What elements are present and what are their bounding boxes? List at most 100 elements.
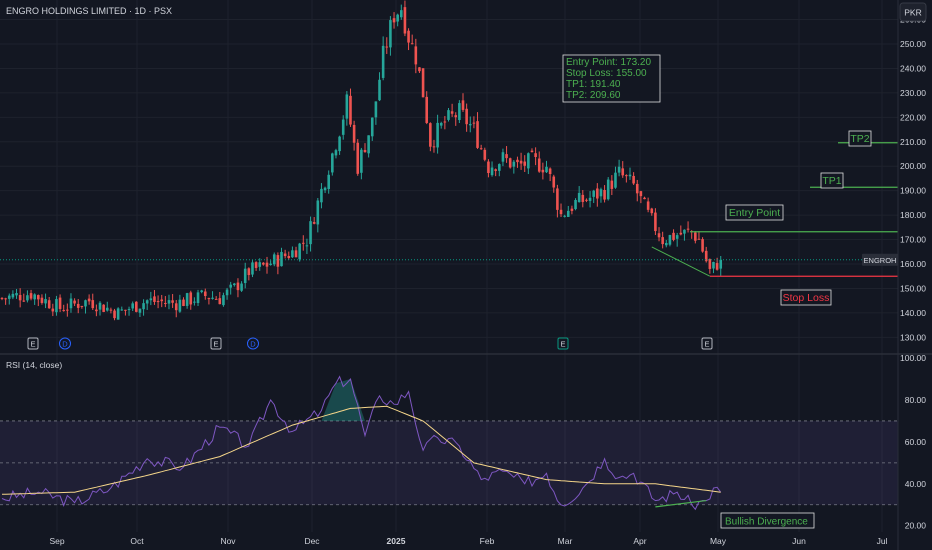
candle-body [534, 153, 537, 157]
candle-body [606, 179, 610, 200]
candle-body [4, 298, 7, 300]
candle-body [124, 309, 127, 311]
candle-body [352, 124, 356, 143]
candle-body [483, 149, 487, 160]
candle-body [240, 283, 243, 291]
candle-body [301, 242, 305, 244]
level-note-box [780, 289, 832, 306]
candle-body [370, 117, 374, 137]
candle-body [494, 169, 497, 171]
candle-body [44, 299, 47, 304]
candle-body [156, 301, 160, 303]
x-tick-label: Jul [877, 536, 888, 546]
candle-body [341, 119, 345, 135]
rsi-tick-label: 20.00 [905, 521, 927, 531]
candle-body [102, 304, 105, 312]
price-divergence-line [651, 246, 711, 277]
info-tp2: TP2: 209.60 [566, 90, 621, 101]
candle-body [105, 307, 109, 311]
candle-body [312, 222, 316, 224]
x-tick-label: Sep [49, 536, 64, 546]
rsi-band [0, 420, 898, 506]
event-marker-label: E [30, 340, 35, 349]
price-tick-label: 220.00 [900, 112, 926, 122]
level-note-label: TP2 [850, 133, 869, 145]
candle-body [421, 68, 425, 98]
candle-body [316, 200, 320, 225]
candle-body [222, 295, 225, 306]
candle-body [628, 174, 632, 177]
candle-body [251, 262, 254, 275]
candle-body [403, 7, 407, 34]
earnings-marker [557, 337, 569, 350]
rsi-tick-label: 40.00 [905, 479, 927, 489]
candle-body [243, 268, 247, 284]
dividend-marker [59, 337, 71, 350]
candle-body [153, 296, 156, 302]
candle-body [436, 122, 439, 148]
candle-body [229, 284, 232, 288]
candle-body [570, 208, 574, 211]
candle-body [280, 251, 283, 267]
candle-body [80, 305, 84, 307]
candle-body [331, 153, 334, 173]
rsi-divergence-line [655, 499, 707, 508]
candle-body [320, 188, 323, 203]
candle-body [29, 293, 33, 299]
candle-body [200, 290, 203, 293]
candle-body [283, 253, 287, 257]
level-note-box [848, 130, 872, 147]
candle-body [374, 101, 378, 118]
info-box: Entry Point: 173.20 Stop Loss: 155.00 TP… [562, 54, 661, 103]
event-marker-label: D [250, 340, 256, 349]
candle-body [625, 175, 628, 177]
candle-body [18, 294, 22, 301]
price-tick-label: 210.00 [900, 137, 926, 147]
rsi-tick-label: 60.00 [905, 437, 927, 447]
candle-body [592, 190, 595, 197]
x-tick-label: Feb [480, 536, 495, 546]
candle-body [443, 121, 447, 123]
candle-body [556, 188, 559, 210]
price-tick-label: 200.00 [900, 161, 926, 171]
price-tick-label: 150.00 [900, 283, 926, 293]
rsi-band-fill [0, 420, 898, 505]
x-tick-label: Dec [304, 536, 320, 546]
candle-body [7, 295, 11, 299]
info-stop: Stop Loss: 155.00 [566, 68, 647, 79]
candle-body [581, 194, 585, 202]
candle-body [701, 239, 704, 252]
price-tick-label: 160.00 [900, 259, 926, 269]
currency-button[interactable]: PKR [899, 2, 927, 22]
candle-body [309, 221, 312, 245]
candle-body [349, 95, 352, 125]
candle-body [686, 228, 690, 230]
divergence-label: Bullish Divergence [725, 517, 808, 528]
candle-body [603, 189, 606, 200]
candle-body [505, 154, 508, 159]
candle-body [621, 168, 625, 176]
candle-body [276, 255, 280, 267]
candle-body [429, 123, 432, 147]
candle-body [479, 148, 483, 150]
x-tick-label: 2025 [387, 536, 406, 546]
event-marker-label: E [560, 340, 565, 349]
candle-body [26, 295, 29, 301]
candle-body [577, 192, 581, 203]
candle-body [84, 300, 87, 307]
candle-body [120, 309, 124, 311]
candle-body [650, 208, 654, 214]
candle-body [639, 191, 643, 197]
candle-body [338, 136, 341, 152]
candle-body [552, 176, 556, 188]
earnings-marker [210, 337, 222, 350]
candle-body [683, 229, 686, 234]
chart-grid [0, 0, 898, 532]
candle-body [566, 210, 570, 217]
candle-body [76, 303, 80, 308]
candle-body [127, 309, 131, 311]
candle-body [218, 298, 222, 305]
candle-body [367, 135, 370, 154]
candle-body [487, 161, 490, 174]
candle-body [523, 161, 527, 166]
